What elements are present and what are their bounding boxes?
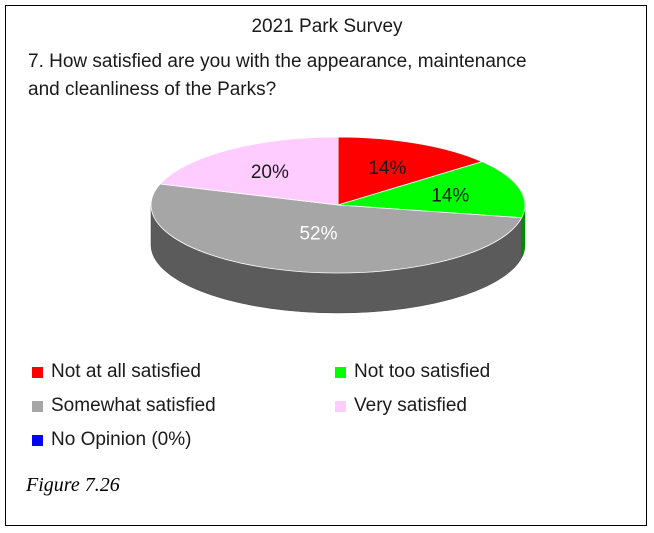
question-line-2: and cleanliness of the Parks? (28, 79, 277, 100)
legend-swatch (32, 400, 43, 412)
pie-slice-somewhat-satisfied (150, 183, 523, 274)
pie-slices (150, 136, 526, 274)
legend-label: Not at all satisfied (51, 361, 201, 382)
pie-data-label: 14% (368, 158, 406, 179)
legend-swatch (335, 366, 346, 378)
legend-item-very-satisfied: Very satisfied (335, 395, 467, 417)
legend-label: Very satisfied (354, 395, 467, 416)
chart-question: 7. How satisfied are you with the appear… (28, 48, 628, 104)
legend-item-not-at-all-satisfied: Not at all satisfied (32, 361, 201, 383)
pie-chart: 14% 14% 52% 20% (150, 136, 526, 314)
legend-item-not-too-satisfied: Not too satisfied (335, 361, 490, 383)
pie-data-labels: 14% 14% 52% 20% (251, 158, 470, 245)
pie-data-label: 14% (431, 186, 469, 207)
legend-item-no-opinion: No Opinion (0%) (32, 429, 191, 451)
legend-label: Not too satisfied (354, 361, 491, 382)
legend-swatch (32, 366, 43, 378)
pie-slice-not-at-all-satisfied (337, 136, 484, 206)
figure-caption: Figure 7.26 (26, 474, 120, 496)
legend-label: Somewhat satisfied (51, 395, 216, 416)
pie-data-label: 52% (299, 224, 337, 245)
legend-label: No Opinion (0%) (51, 429, 192, 450)
legend-item-somewhat-satisfied: Somewhat satisfied (32, 395, 216, 417)
pie-slice-very-satisfied (159, 136, 339, 206)
pie-slice-not-too-satisfied (337, 161, 526, 219)
legend-swatch (32, 434, 43, 446)
chart-title: 2021 Park Survey (251, 16, 403, 37)
legend-swatch (335, 400, 346, 412)
pie-data-label: 20% (251, 162, 289, 183)
question-line-1: 7. How satisfied are you with the appear… (28, 51, 527, 72)
figure-frame: 2021 Park Survey 7. How satisfied are yo… (5, 5, 647, 526)
